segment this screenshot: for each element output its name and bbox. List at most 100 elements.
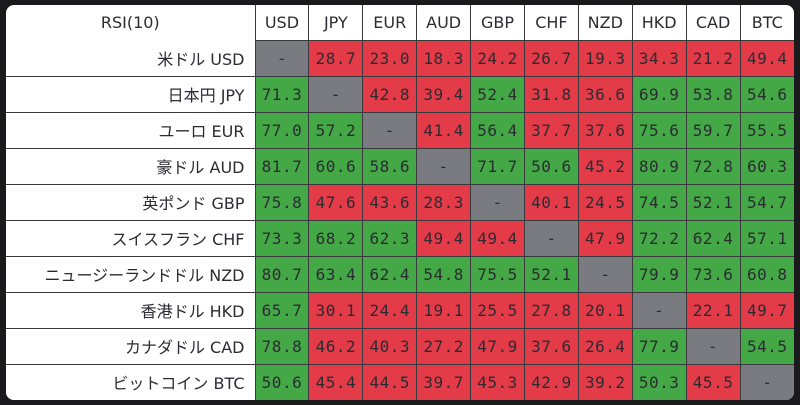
diagonal-cell: - [362,111,418,149]
rsi-cell-above-50: 80.7 [254,255,310,293]
rsi-cell-above-50: 75.6 [631,111,687,149]
rsi-cell-below-50: 24.5 [577,183,633,221]
rsi-cell-below-50: 40.1 [523,183,579,221]
column-header-aud: AUD [416,5,472,40]
table-body: 米ドル USD -28.7 23.0 18.3 24.2 26.7 19.3 34.3 21.2… [6,39,794,400]
column-header-eur: EUR [362,5,418,40]
table-row: カナダドル CAD 78.8 46.2 40.3 27.2 47.9 37.6 26.4 77.… [6,327,794,365]
rsi-cell-below-50: 19.3 [577,39,633,77]
rsi-cell-below-50: 37.6 [523,327,579,365]
rsi-cell-above-50: 54.7 [739,183,794,221]
column-header-cad: CAD [685,5,741,40]
rsi-cell-below-50: 21.2 [685,39,741,77]
table-row: ユーロ EUR 77.0 57.2-41.4 56.4 37.7 37.6 75.6 59.7… [6,111,794,149]
rsi-cell-below-50: 28.7 [308,39,364,77]
rsi-cell-above-50: 77.9 [631,327,687,365]
rsi-cell-below-50: 47.6 [308,183,364,221]
rsi-cell-above-50: 80.9 [631,147,687,185]
rsi-cell-below-50: 39.2 [577,363,633,400]
rsi-cell-below-50: 26.4 [577,327,633,365]
rsi-cell-below-50: 37.6 [577,111,633,149]
row-label: スイスフラン CHF [6,219,256,257]
rsi-cell-above-50: 54.5 [739,327,794,365]
table-title: RSI(10) [6,5,256,40]
rsi-cell-below-50: 20.1 [577,291,633,329]
rsi-cell-below-50: 22.1 [685,291,741,329]
rsi-cell-above-50: 56.4 [470,111,525,149]
rsi-cell-above-50: 78.8 [254,327,310,365]
table-row: 英ポンド GBP 75.8 47.6 43.6 28.3-40.1 24.5 74.5 52.… [6,183,794,221]
rsi-cell-below-50: 46.2 [308,327,364,365]
table-row: ニュージーランドドル NZD 80.7 63.4 62.4 54.8 75.5 52.1-7… [6,255,794,293]
rsi-cell-below-50: 25.5 [470,291,525,329]
row-label: カナダドル CAD [6,327,256,365]
rsi-cell-below-50: 42.8 [362,75,418,113]
rsi-cell-above-50: 62.3 [362,219,418,257]
rsi-cell-above-50: 69.9 [631,75,687,113]
rsi-cell-above-50: 72.2 [631,219,687,257]
rsi-cell-above-50: 60.8 [739,255,794,293]
rsi-cell-above-50: 58.6 [362,147,418,185]
table-row: 豪ドル AUD 81.7 60.6 58.6-71.7 50.6 45.2 80.9 72.8… [6,147,794,185]
rsi-cell-below-50: 49.4 [470,219,525,257]
table-row: スイスフラン CHF 73.3 68.2 62.3 49.4 49.4-47.9 72.2 6… [6,219,794,257]
column-header-usd: USD [254,5,310,40]
diagonal-cell: - [470,183,525,221]
column-header-btc: BTC [739,5,794,40]
diagonal-cell: - [254,39,310,77]
rsi-cell-above-50: 75.8 [254,183,310,221]
rsi-cell-below-50: 41.4 [416,111,472,149]
rsi-cell-above-50: 50.6 [254,363,310,400]
rsi-cell-below-50: 49.7 [739,291,794,329]
rsi-cell-below-50: 39.4 [416,75,472,113]
row-label: ビットコイン BTC [6,363,256,400]
rsi-cell-above-50: 52.1 [685,183,741,221]
column-header-chf: CHF [523,5,579,40]
column-header-nzd: NZD [577,5,633,40]
rsi-cell-above-50: 71.3 [254,75,310,113]
rsi-cell-above-50: 60.3 [739,147,794,185]
rsi-cell-below-50: 27.2 [416,327,472,365]
rsi-matrix-table: RSI(10) USD JPY EUR AUD GBP CHF NZD HKD … [6,5,794,400]
rsi-cell-below-50: 18.3 [416,39,472,77]
table-row: 日本円 JPY 71.3-42.8 39.4 52.4 31.8 36.6 69.9 53.8… [6,75,794,113]
row-label: 豪ドル AUD [6,147,256,185]
rsi-cell-above-50: 71.7 [470,147,525,185]
rsi-cell-above-50: 63.4 [308,255,364,293]
diagonal-cell: - [523,219,579,257]
rsi-cell-below-50: 34.3 [631,39,687,77]
rsi-cell-below-50: 40.3 [362,327,418,365]
rsi-cell-above-50: 74.5 [631,183,687,221]
rsi-cell-below-50: 45.4 [308,363,364,400]
rsi-cell-below-50: 43.6 [362,183,418,221]
rsi-cell-below-50: 30.1 [308,291,364,329]
rsi-cell-below-50: 44.5 [362,363,418,400]
rsi-cell-above-50: 52.4 [470,75,525,113]
rsi-cell-below-50: 24.4 [362,291,418,329]
rsi-cell-above-50: 62.4 [362,255,418,293]
rsi-cell-above-50: 54.8 [416,255,472,293]
table-row: ビットコイン BTC 50.6 45.4 44.5 39.7 45.3 42.9 39.2 50… [6,363,794,400]
rsi-cell-above-50: 73.6 [685,255,741,293]
column-header-hkd: HKD [631,5,687,40]
rsi-cell-above-50: 81.7 [254,147,310,185]
rsi-cell-above-50: 57.1 [739,219,794,257]
rsi-cell-below-50: 45.3 [470,363,525,400]
diagonal-cell: - [416,147,472,185]
column-header-jpy: JPY [308,5,364,40]
rsi-cell-below-50: 49.4 [416,219,472,257]
row-label: ユーロ EUR [6,111,256,149]
rsi-cell-above-50: 65.7 [254,291,310,329]
row-label: 日本円 JPY [6,75,256,113]
rsi-cell-below-50: 31.8 [523,75,579,113]
rsi-cell-above-50: 62.4 [685,219,741,257]
table-row: 香港ドル HKD 65.7 30.1 24.4 19.1 25.5 27.8 20.1-22.… [6,291,794,329]
rsi-cell-above-50: 60.6 [308,147,364,185]
diagonal-cell: - [308,75,364,113]
rsi-cell-above-50: 59.7 [685,111,741,149]
rsi-cell-below-50: 23.0 [362,39,418,77]
rsi-cell-below-50: 47.9 [470,327,525,365]
rsi-cell-below-50: 49.4 [739,39,794,77]
diagonal-cell: - [631,291,687,329]
rsi-cell-below-50: 47.9 [577,219,633,257]
